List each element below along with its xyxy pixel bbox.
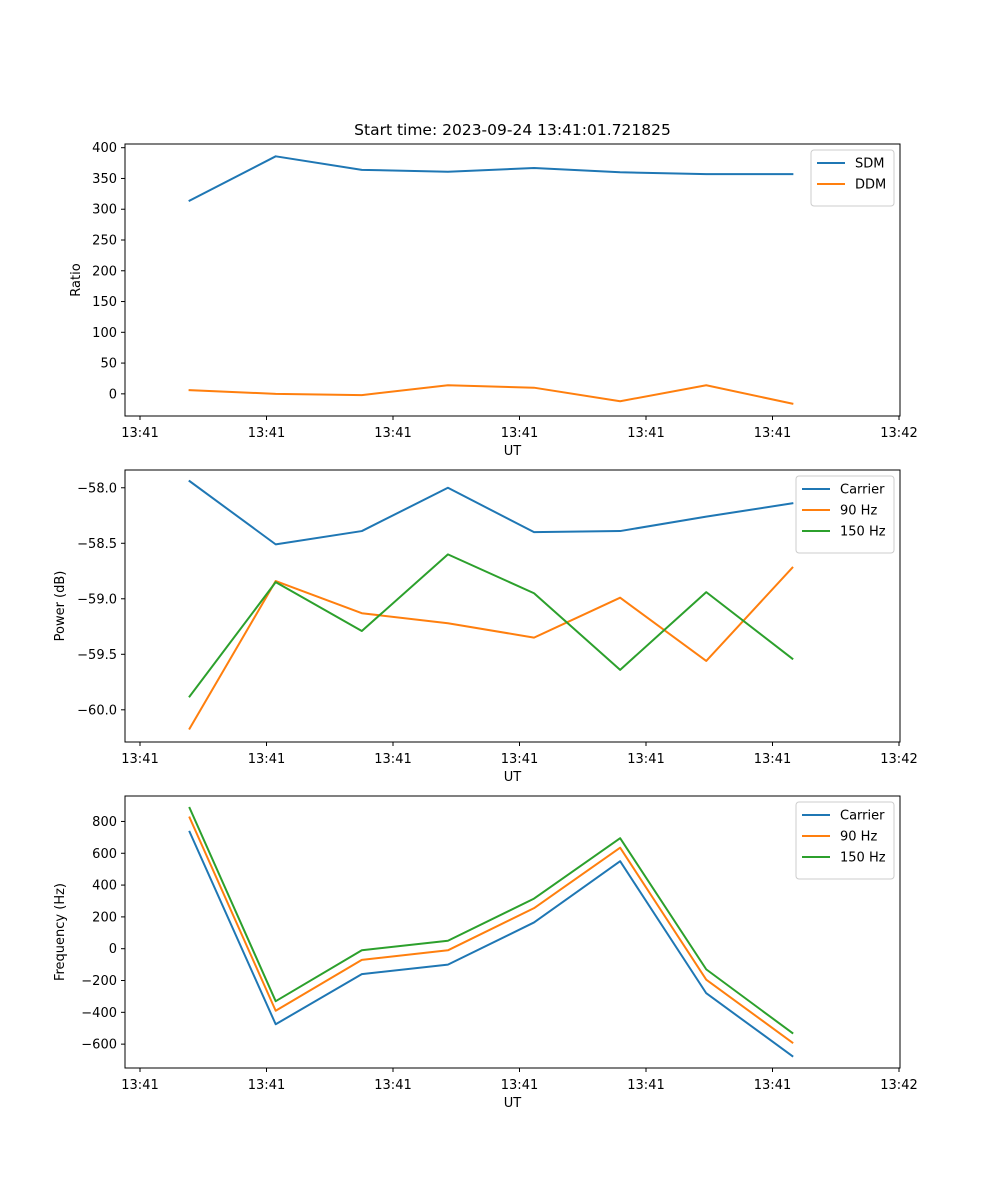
x-tick-label: 13:41 — [248, 426, 285, 441]
y-tick-label: 400 — [92, 879, 117, 894]
x-tick-label: 13:41 — [627, 426, 664, 441]
series-line-150-hz — [188, 553, 794, 698]
chart-panel-3: 13:41 13:41 13:41 13:41 13:41 13:41 13:42 −600 −… — [53, 795, 918, 1111]
x-tick-label: 13:42 — [880, 1078, 917, 1093]
x-tick-label: 13:42 — [880, 752, 917, 767]
legend-label: Carrier — [840, 809, 885, 824]
legend: Carrier 90 Hz 150 Hz — [795, 801, 895, 880]
chart-panel-2: 13:41 13:41 13:41 13:41 13:41 13:41 13:42 −60.0… — [53, 469, 918, 785]
y-axis-label: Frequency (Hz) — [53, 883, 68, 981]
legend-label: SDM — [855, 157, 884, 172]
chart-panel-1: 13:41 13:41 13:41 13:41 13:41 13:41 13:42 0 50 10… — [69, 141, 918, 459]
series-line-ddm — [188, 384, 794, 405]
y-tick-label: 0 — [109, 942, 117, 957]
y-tick-label: 350 — [92, 172, 117, 187]
series-line-carrier — [188, 830, 794, 1058]
legend-label: 90 Hz — [840, 504, 877, 519]
x-tick-label: 13:41 — [627, 1078, 664, 1093]
series-line-90-hz — [188, 816, 794, 1044]
y-tick-label: −600 — [81, 1038, 117, 1053]
y-tick-label: 50 — [100, 357, 117, 372]
x-tick-label: 13:41 — [121, 426, 158, 441]
y-tick-label: 300 — [92, 203, 117, 218]
chart-title: Start time: 2023-09-24 13:41:01.721825 — [354, 121, 671, 139]
y-axis-label: Ratio — [69, 263, 84, 296]
series-line-sdm — [188, 155, 794, 202]
x-tick-label: 13:41 — [121, 752, 158, 767]
y-tick-label: 100 — [92, 326, 117, 341]
y-tick-label: 400 — [92, 141, 117, 156]
x-tick-label: 13:41 — [121, 1078, 158, 1093]
x-tick-label: 13:41 — [248, 1078, 285, 1093]
axes-frame — [124, 143, 901, 417]
y-tick-label: 0 — [109, 387, 117, 402]
x-tick-label: 13:41 — [374, 426, 411, 441]
x-tick-label: 13:41 — [627, 752, 664, 767]
y-tick-label: 200 — [92, 264, 117, 279]
series-line-carrier — [188, 479, 794, 546]
legend-label: Carrier — [840, 483, 885, 498]
x-tick-label: 13:41 — [501, 426, 538, 441]
x-axis-label: UT — [504, 1096, 522, 1111]
legend: Carrier 90 Hz 150 Hz — [795, 475, 895, 554]
legend-frame — [795, 475, 895, 554]
legend-label: 150 Hz — [840, 851, 886, 866]
x-tick-label: 13:41 — [501, 1078, 538, 1093]
y-tick-label: −58.5 — [77, 537, 117, 552]
x-tick-label: 13:41 — [248, 752, 285, 767]
y-tick-label: −400 — [81, 1006, 117, 1021]
x-tick-label: 13:42 — [880, 426, 917, 441]
legend-label: DDM — [855, 178, 886, 193]
y-tick-label: −59.0 — [77, 592, 117, 607]
series-line-150-hz — [188, 806, 794, 1035]
x-axis-label: UT — [504, 770, 522, 785]
legend-label: 90 Hz — [840, 830, 877, 845]
y-tick-label: 600 — [92, 847, 117, 862]
y-tick-label: 800 — [92, 815, 117, 830]
y-tick-label: 150 — [92, 295, 117, 310]
legend: SDM DDM — [810, 149, 895, 207]
legend-label: 150 Hz — [840, 525, 886, 540]
legend-frame — [795, 801, 895, 880]
x-tick-label: 13:41 — [754, 426, 791, 441]
x-tick-label: 13:41 — [754, 1078, 791, 1093]
x-tick-label: 13:41 — [754, 752, 791, 767]
y-tick-label: 200 — [92, 910, 117, 925]
x-tick-label: 13:41 — [374, 1078, 411, 1093]
y-tick-label: −58.0 — [77, 481, 117, 496]
x-tick-label: 13:41 — [374, 752, 411, 767]
axes-frame — [124, 795, 901, 1069]
axes-frame — [124, 469, 901, 743]
y-tick-label: −59.5 — [77, 648, 117, 663]
series-line-90-hz — [188, 566, 794, 731]
y-axis-label: Power (dB) — [53, 571, 68, 642]
y-tick-label: 250 — [92, 234, 117, 249]
y-tick-label: −60.0 — [77, 703, 117, 718]
y-tick-label: −200 — [81, 974, 117, 989]
x-tick-label: 13:41 — [501, 752, 538, 767]
x-axis-label: UT — [504, 444, 522, 459]
